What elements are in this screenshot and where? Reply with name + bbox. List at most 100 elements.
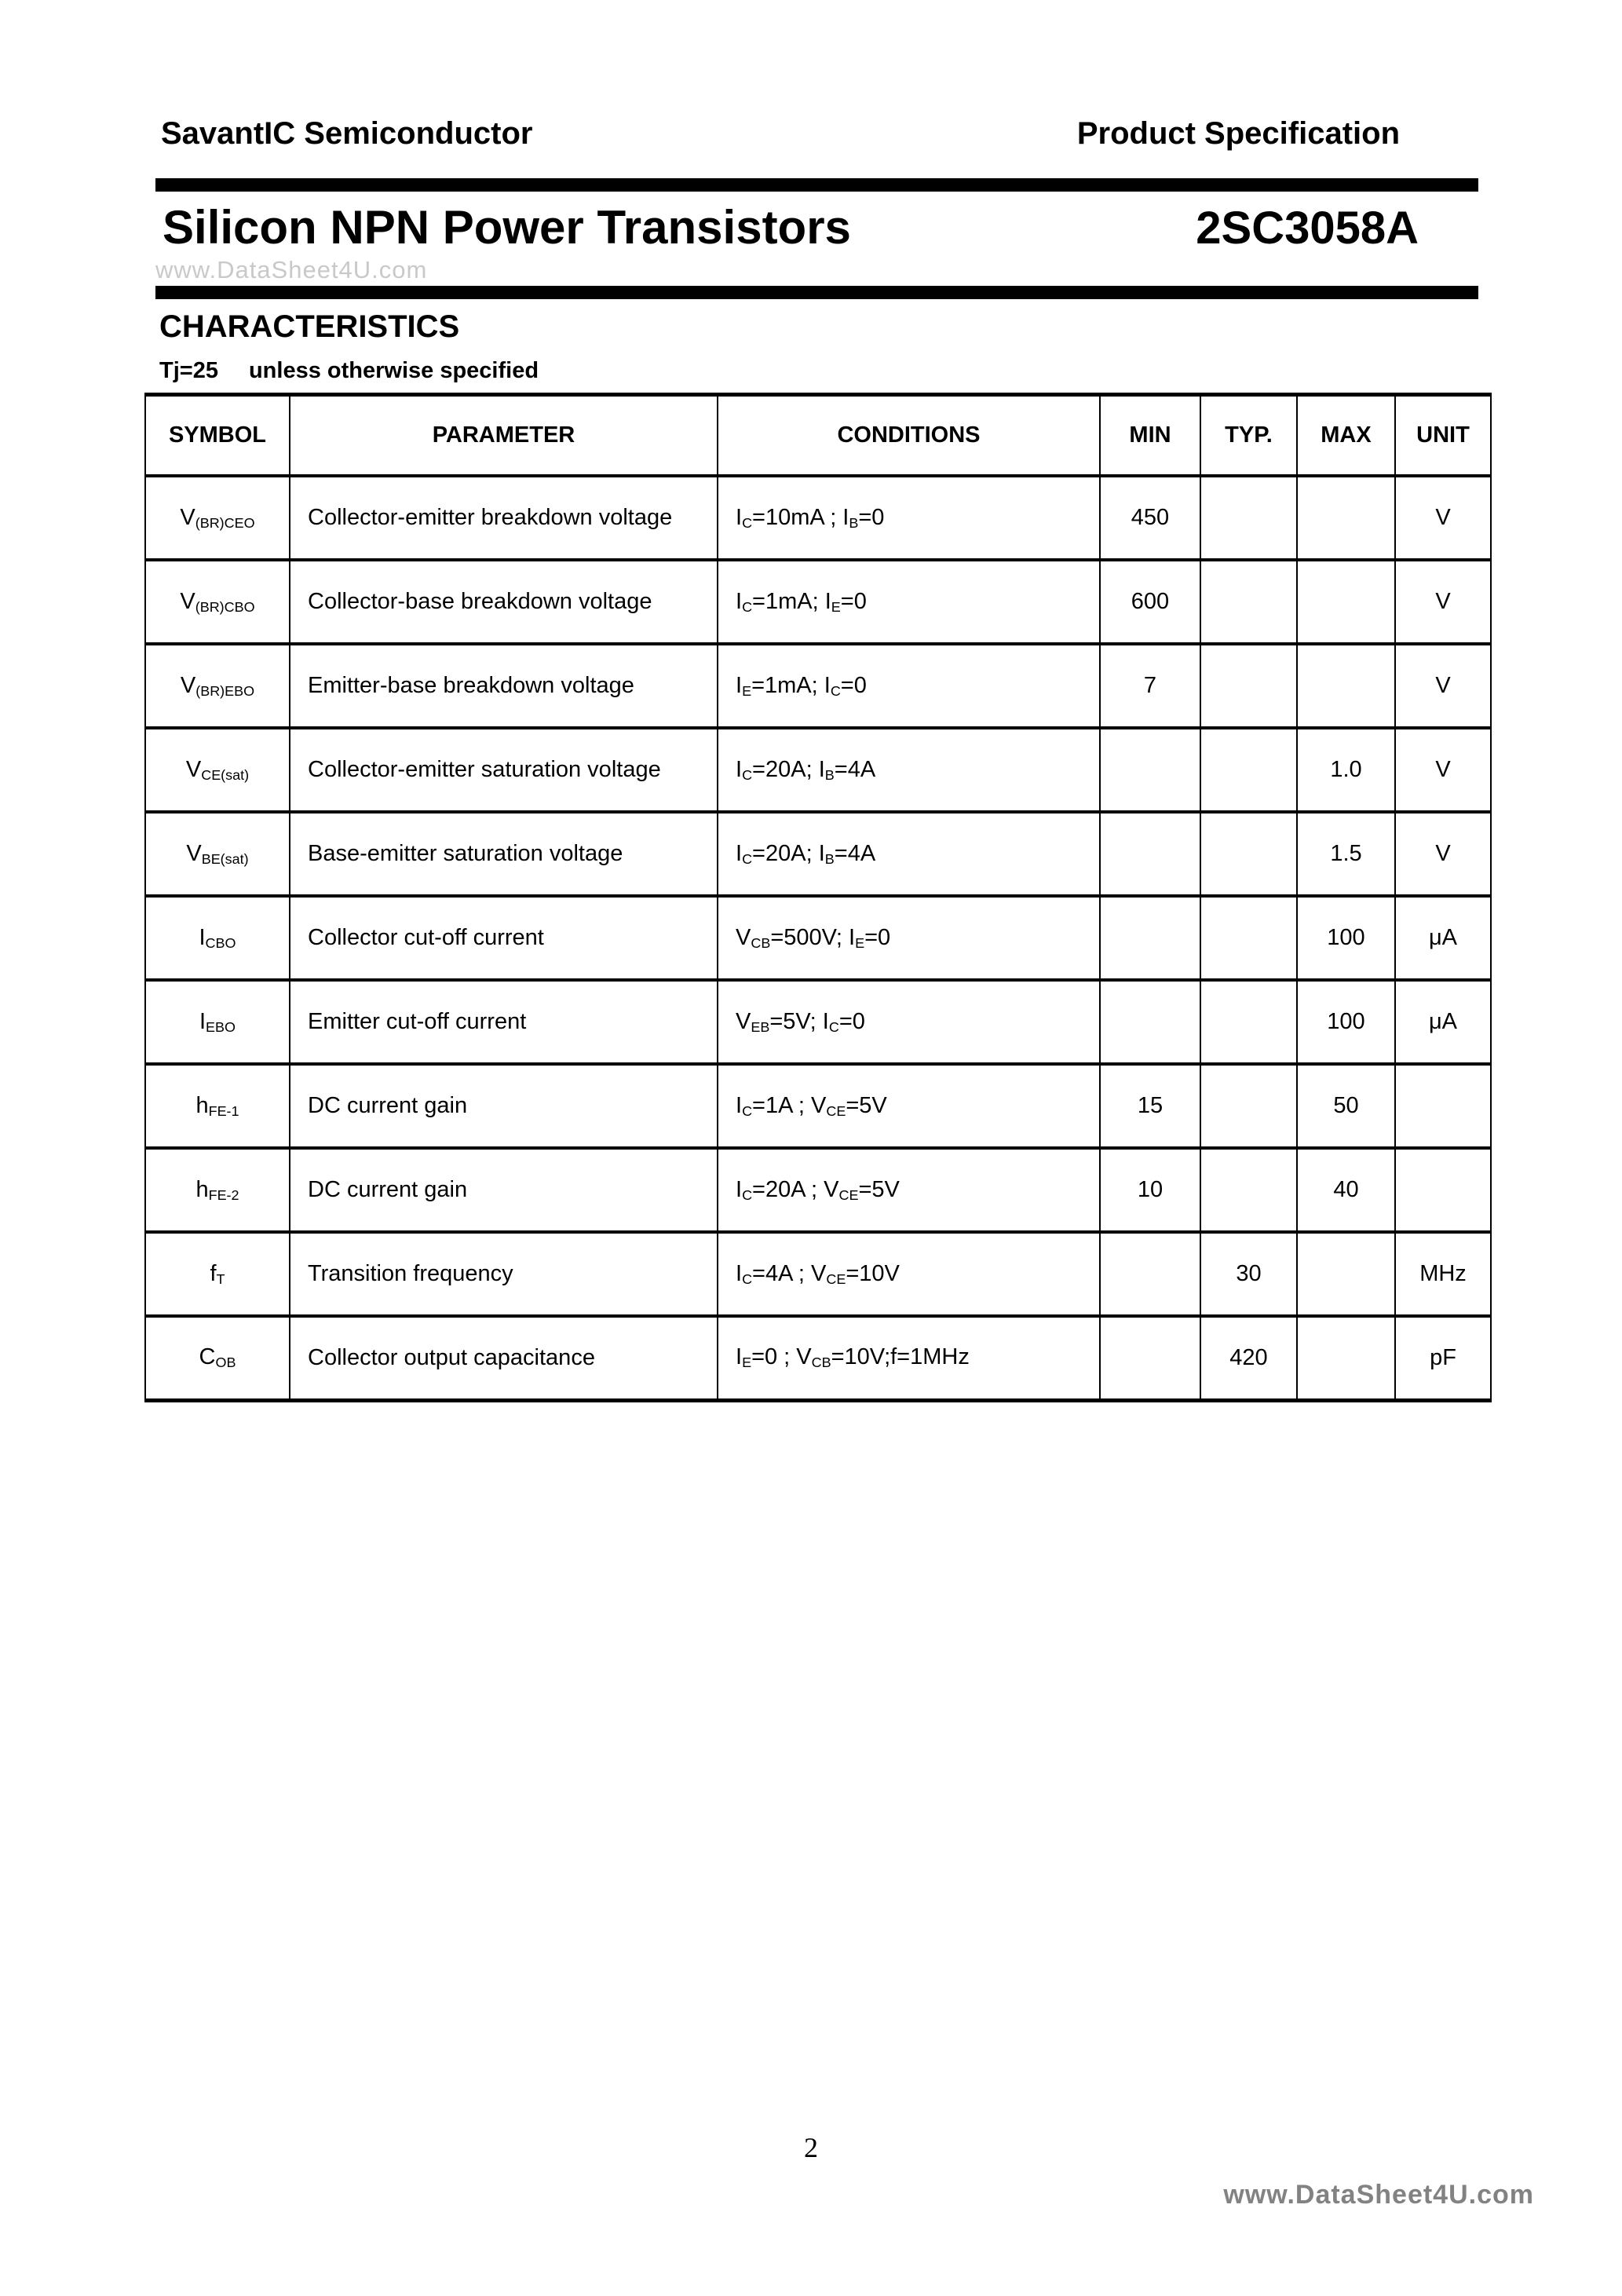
table-row: COB Collector output capacitance IE=0 ; … — [144, 1314, 1492, 1402]
cell-symbol: fT — [144, 1230, 290, 1317]
cell-max — [1296, 1314, 1396, 1402]
table-row: IEBO Emitter cut-off current VEB=5V; IC=… — [144, 978, 1492, 1065]
col-header-unit: UNIT — [1394, 393, 1492, 477]
cell-symbol: COB — [144, 1314, 290, 1402]
cell-parameter: DC current gain — [289, 1062, 718, 1149]
cell-max: 1.5 — [1296, 810, 1396, 897]
cell-max: 100 — [1296, 978, 1396, 1065]
header-rule-bottom — [155, 286, 1478, 299]
table-row: ICBO Collector cut-off current VCB=500V;… — [144, 894, 1492, 981]
cell-unit: MHz — [1394, 1230, 1492, 1317]
cell-unit: V — [1394, 474, 1492, 561]
cell-unit: V — [1394, 726, 1492, 813]
cell-typ — [1200, 558, 1298, 645]
cell-max: 40 — [1296, 1146, 1396, 1233]
header-rule-top — [155, 178, 1478, 192]
cell-typ — [1200, 726, 1298, 813]
cell-typ — [1200, 978, 1298, 1065]
page-header: SavantIC Semiconductor Product Specifica… — [161, 116, 1478, 151]
table-row: hFE-2 DC current gain IC=20A ; VCE=5V 10… — [144, 1146, 1492, 1233]
cell-max — [1296, 1230, 1396, 1317]
cell-conditions: VCB=500V; IE=0 — [717, 894, 1101, 981]
cell-typ: 420 — [1200, 1314, 1298, 1402]
cell-conditions: IC=20A ; VCE=5V — [717, 1146, 1101, 1233]
cell-unit: V — [1394, 810, 1492, 897]
cell-max — [1296, 474, 1396, 561]
cell-max — [1296, 642, 1396, 729]
cell-conditions: IC=1A ; VCE=5V — [717, 1062, 1101, 1149]
cell-max: 1.0 — [1296, 726, 1396, 813]
tj-note: unless otherwise specified — [248, 358, 539, 383]
cell-min — [1099, 726, 1201, 813]
table-row: hFE-1 DC current gain IC=1A ; VCE=5V 15 … — [144, 1062, 1492, 1149]
cell-typ — [1200, 474, 1298, 561]
cell-min: 450 — [1099, 474, 1201, 561]
cell-parameter: Emitter-base breakdown voltage — [289, 642, 718, 729]
table-row: V(BR)CBO Collector-base breakdown voltag… — [144, 558, 1492, 645]
cell-unit: pF — [1394, 1314, 1492, 1402]
cell-symbol: hFE-1 — [144, 1062, 290, 1149]
cell-parameter: Emitter cut-off current — [289, 978, 718, 1065]
company-name: SavantIC Semiconductor — [161, 116, 533, 151]
part-number: 2SC3058A — [1196, 203, 1419, 254]
cell-conditions: IE=0 ; VCB=10V;f=1MHz — [717, 1314, 1101, 1402]
cell-max: 50 — [1296, 1062, 1396, 1149]
table-row: VCE(sat) Collector-emitter saturation vo… — [144, 726, 1492, 813]
col-header-typ: TYP. — [1200, 393, 1298, 477]
cell-parameter: DC current gain — [289, 1146, 718, 1233]
cell-symbol: ICBO — [144, 894, 290, 981]
cell-symbol: VBE(sat) — [144, 810, 290, 897]
page-number: 2 — [804, 2132, 818, 2163]
cell-min — [1099, 978, 1201, 1065]
cell-min — [1099, 894, 1201, 981]
cell-conditions: IC=4A ; VCE=10V — [717, 1230, 1101, 1317]
cell-symbol: VCE(sat) — [144, 726, 290, 813]
cell-conditions: IC=1mA; IE=0 — [717, 558, 1101, 645]
col-header-max: MAX — [1296, 393, 1396, 477]
table-header-row: SYMBOL PARAMETER CONDITIONS MIN TYP. MAX… — [144, 393, 1492, 477]
cell-typ — [1200, 642, 1298, 729]
doc-type-label: Product Specification — [1076, 116, 1400, 151]
cell-parameter: Collector cut-off current — [289, 894, 718, 981]
col-header-conditions: CONDITIONS — [717, 393, 1101, 477]
col-header-parameter: PARAMETER — [289, 393, 718, 477]
watermark-bottom: www.DataSheet4U.com — [1223, 2180, 1534, 2210]
cell-unit: V — [1394, 642, 1492, 729]
table-row: V(BR)EBO Emitter-base breakdown voltage … — [144, 642, 1492, 729]
product-title: Silicon NPN Power Transistors — [163, 201, 851, 254]
cell-unit: V — [1394, 558, 1492, 645]
cell-min: 10 — [1099, 1146, 1201, 1233]
cell-typ: 30 — [1200, 1230, 1298, 1317]
tj-value: Tj=25 — [159, 358, 218, 383]
cell-parameter: Collector output capacitance — [289, 1314, 718, 1402]
cell-symbol: V(BR)CBO — [144, 558, 290, 645]
cell-symbol: hFE-2 — [144, 1146, 290, 1233]
cell-conditions: IC=10mA ; IB=0 — [717, 474, 1101, 561]
cell-conditions: IC=20A; IB=4A — [717, 810, 1101, 897]
cell-max: 100 — [1296, 894, 1396, 981]
cell-min — [1099, 1230, 1201, 1317]
cell-min: 600 — [1099, 558, 1201, 645]
cell-max — [1296, 558, 1396, 645]
cell-min — [1099, 1314, 1201, 1402]
cell-symbol: V(BR)EBO — [144, 642, 290, 729]
cell-typ — [1200, 1146, 1298, 1233]
section-heading: CHARACTERISTICS — [159, 309, 460, 344]
cell-typ — [1200, 810, 1298, 897]
cell-unit: μA — [1394, 978, 1492, 1065]
characteristics-table: SYMBOL PARAMETER CONDITIONS MIN TYP. MAX… — [144, 393, 1492, 1402]
cell-parameter: Transition frequency — [289, 1230, 718, 1317]
cell-min: 7 — [1099, 642, 1201, 729]
cell-min — [1099, 810, 1201, 897]
cell-parameter: Collector-emitter breakdown voltage — [289, 474, 718, 561]
watermark-top: www.DataSheet4U.com — [155, 256, 428, 283]
cell-conditions: IC=20A; IB=4A — [717, 726, 1101, 813]
cell-conditions: VEB=5V; IC=0 — [717, 978, 1101, 1065]
cell-symbol: IEBO — [144, 978, 290, 1065]
table-row: VBE(sat) Base-emitter saturation voltage… — [144, 810, 1492, 897]
col-header-min: MIN — [1099, 393, 1201, 477]
cell-conditions: IE=1mA; IC=0 — [717, 642, 1101, 729]
cell-unit — [1394, 1062, 1492, 1149]
cell-symbol: V(BR)CEO — [144, 474, 290, 561]
